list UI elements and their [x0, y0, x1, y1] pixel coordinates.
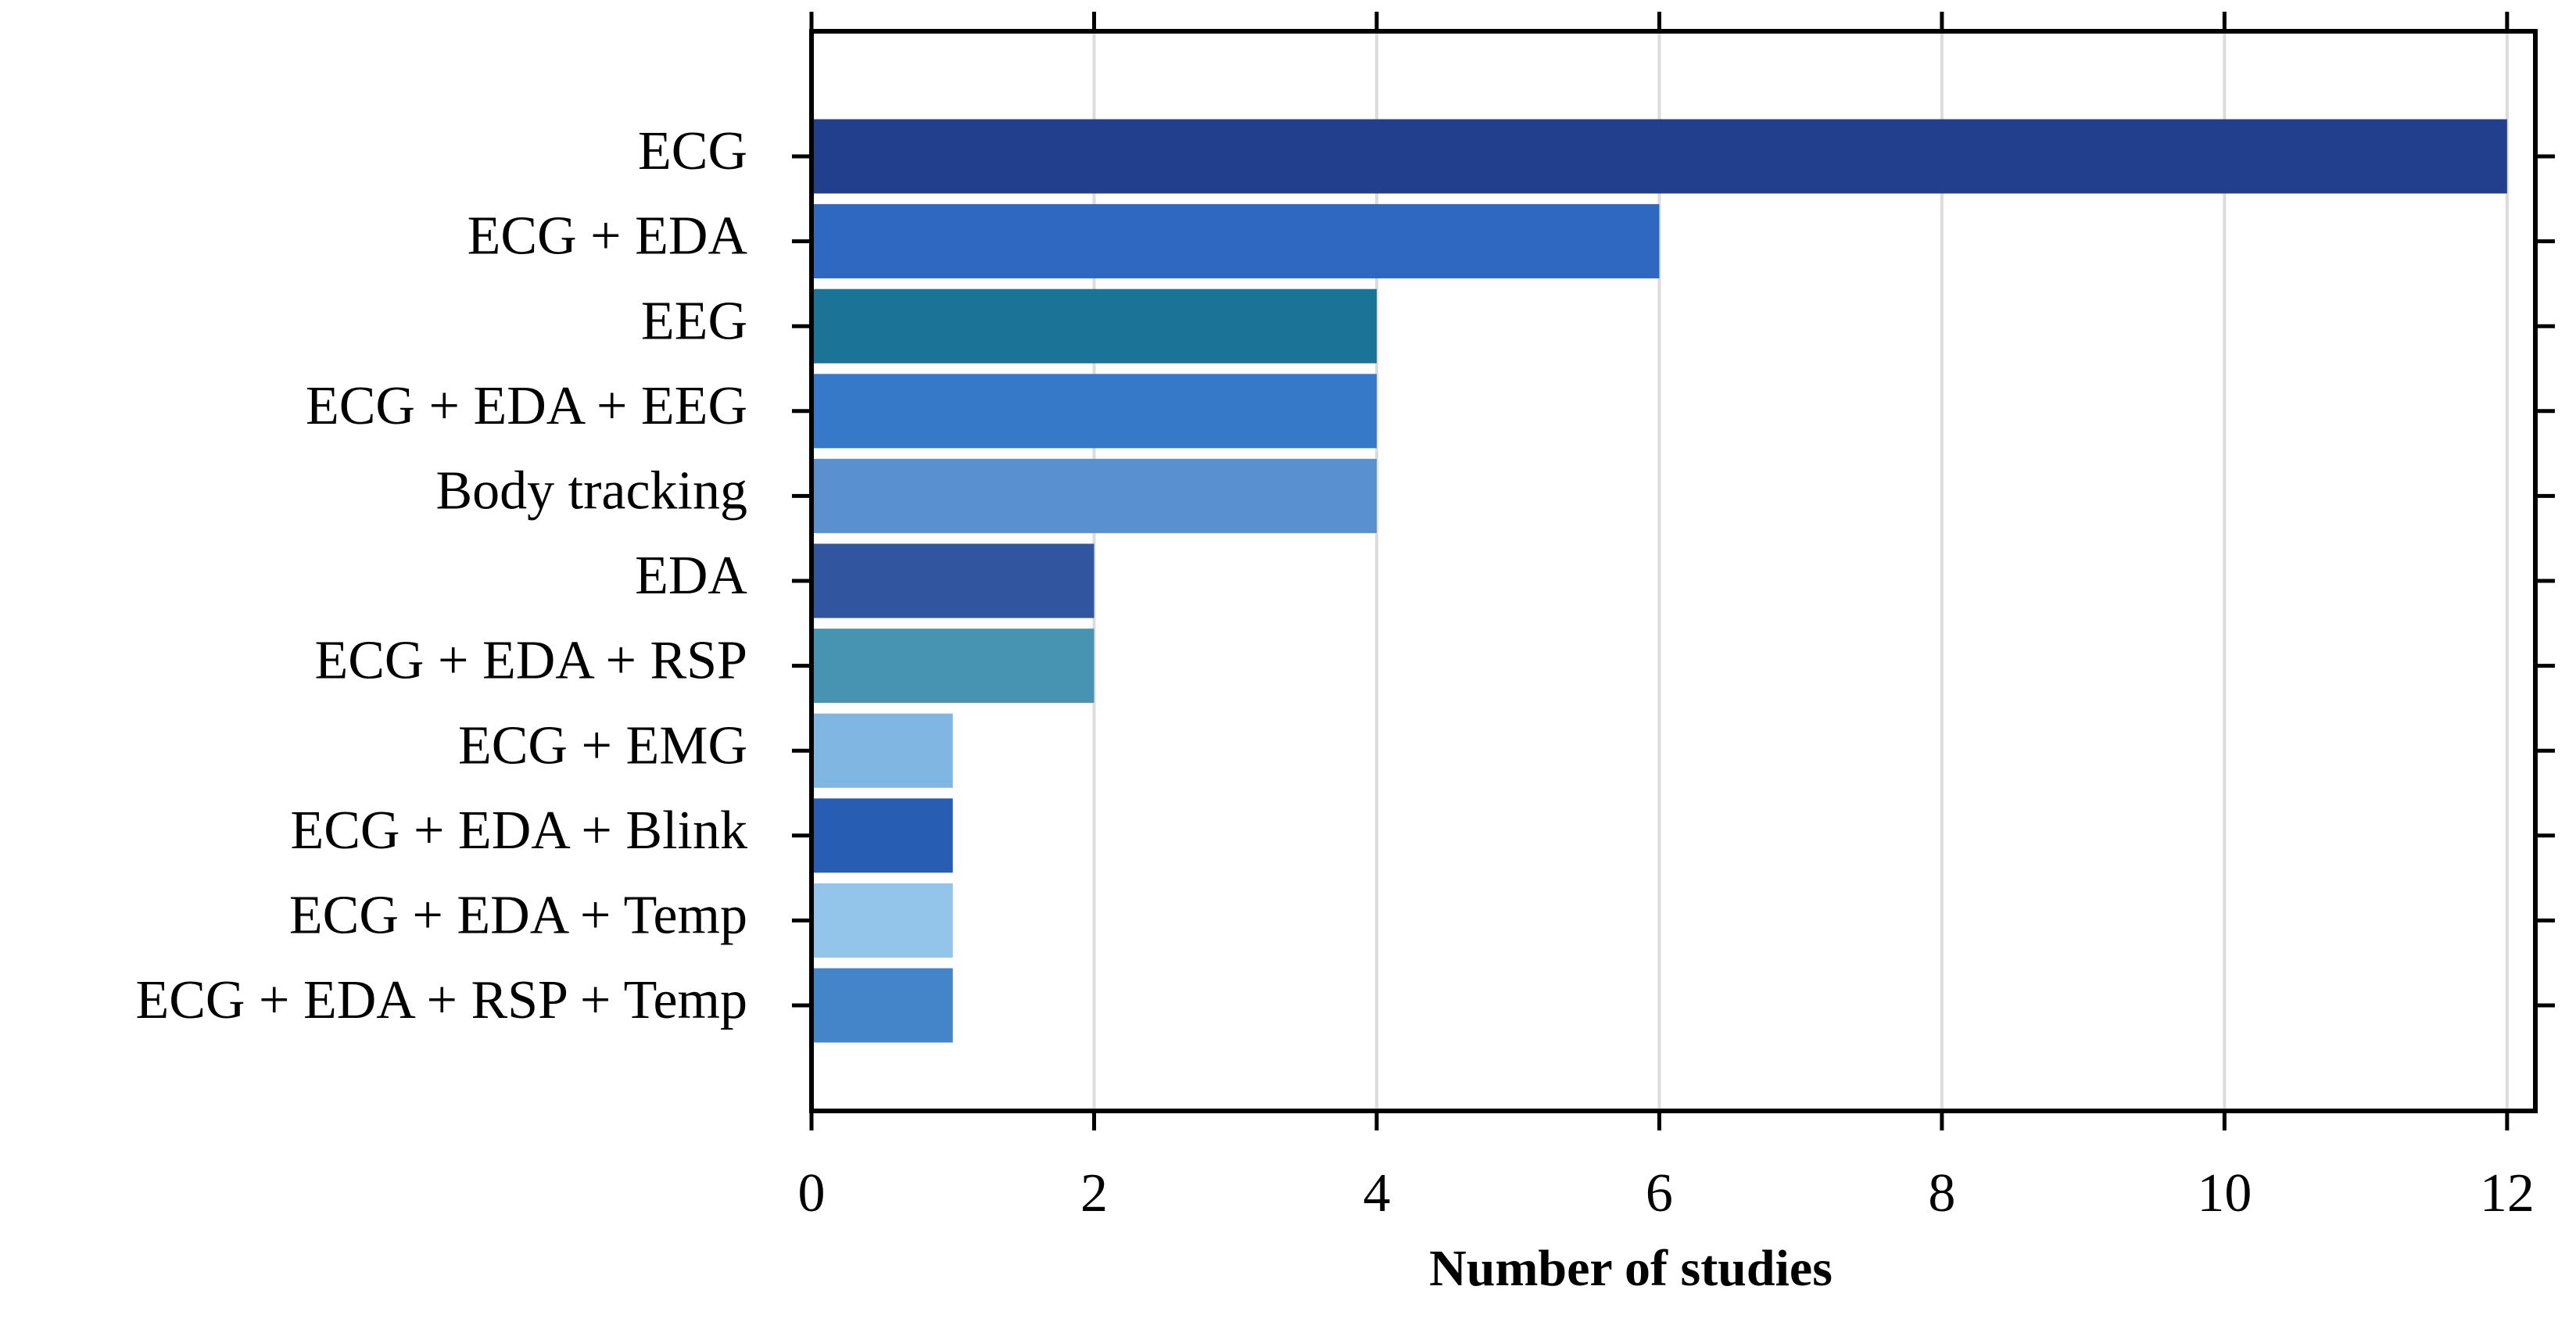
x-tick-label: 2: [1080, 1163, 1108, 1223]
x-tick-label: 8: [1928, 1163, 1955, 1223]
x-tick-label: 0: [798, 1163, 826, 1223]
bar: [811, 713, 953, 788]
x-tick-label: 6: [1646, 1163, 1673, 1223]
x-tick-label: 12: [2480, 1163, 2535, 1223]
bar: [811, 119, 2507, 194]
y-tick-label: ECG + EDA + Temp: [289, 885, 747, 945]
bar: [811, 798, 953, 873]
plot-frame: [809, 29, 2538, 1113]
bar: [811, 883, 953, 958]
x-tick-label: 10: [2197, 1163, 2252, 1223]
y-tick-label: EEG: [641, 291, 747, 351]
x-tick-label: 4: [1363, 1163, 1390, 1223]
x-axis-label: Number of studies: [1429, 1240, 1833, 1297]
bar: [811, 288, 1377, 364]
y-tick-label: ECG + EDA: [468, 206, 748, 267]
bar: [811, 629, 1095, 704]
y-tick-label: ECG: [638, 121, 747, 181]
y-tick-label: Body tracking: [435, 460, 747, 521]
y-tick-label: ECG + EMG: [458, 715, 747, 776]
y-tick-label: ECG + EDA + EEG: [306, 376, 747, 436]
bar: [811, 204, 1660, 279]
bar: [811, 374, 1377, 449]
y-tick-label: EDA: [635, 546, 747, 606]
bar: [811, 543, 1095, 618]
bar: [811, 968, 953, 1043]
y-tick-label: ECG + EDA + RSP: [314, 631, 747, 691]
y-tick-label: ECG + EDA + RSP + Temp: [135, 970, 747, 1030]
bar: [811, 458, 1377, 533]
y-tick-label: ECG + EDA + Blink: [290, 801, 747, 861]
